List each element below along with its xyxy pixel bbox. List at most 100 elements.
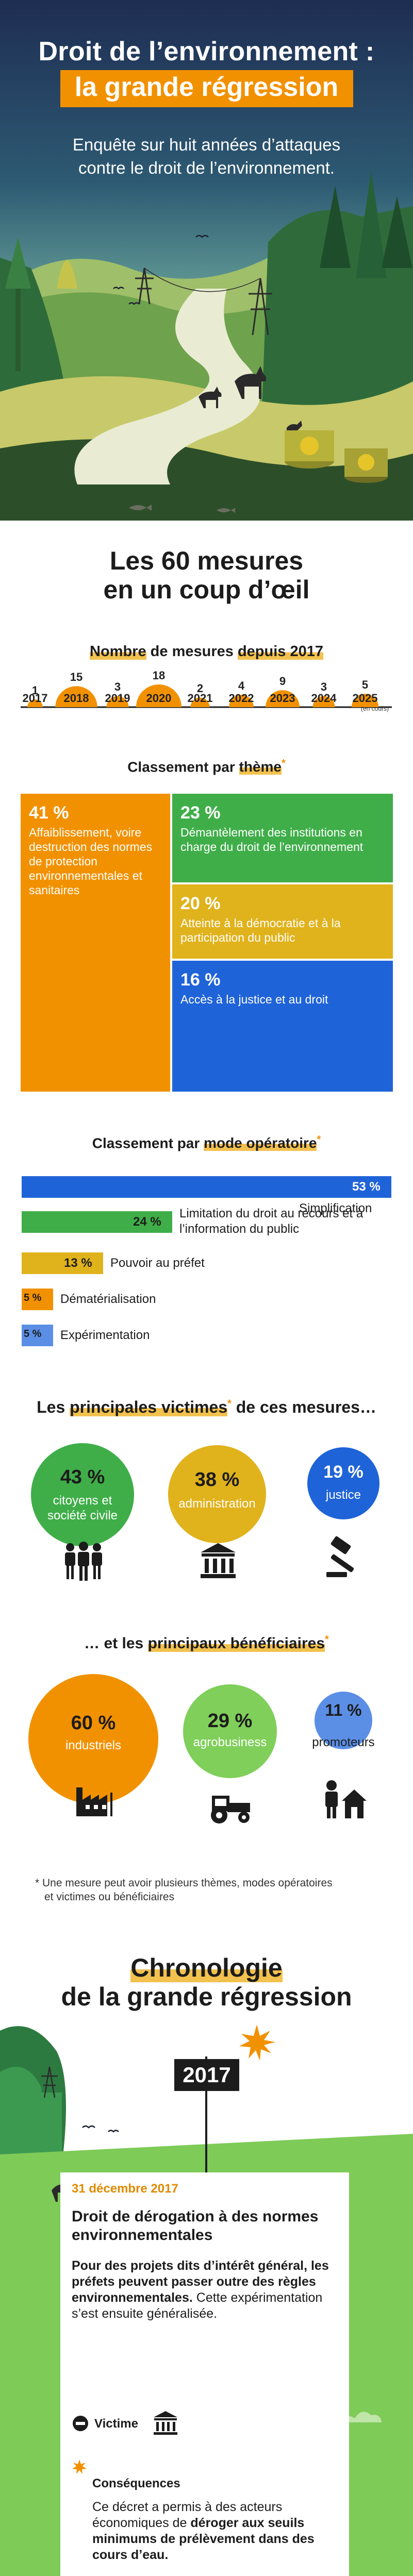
theme-cell-democracy: 20 % Atteinte à la démocratie et à la pa… — [172, 884, 393, 959]
victims-title-highlight: principales victimes — [70, 1398, 228, 1416]
mode-pct: 5 % — [24, 1328, 42, 1340]
mode-bar — [22, 1325, 53, 1346]
victims-title-post: de ces mesures… — [231, 1398, 376, 1416]
victim-pct: 38 % — [194, 1469, 240, 1491]
house-builder-icon — [325, 1780, 367, 1818]
victim-circle-citizens — [31, 1443, 134, 1546]
beneficiary-pct: 11 % — [325, 1701, 362, 1719]
hero-title: Droit de l’environnement : — [38, 37, 375, 66]
chronology-title-line2: de la grande régression — [61, 1982, 352, 2011]
mode-title-star: * — [317, 1134, 321, 1145]
victim-label: justice — [325, 1488, 361, 1502]
mode-label: Limitation du droit au recours et à l’in… — [179, 1207, 364, 1236]
theme-label: Accès à la justice et au droit — [180, 993, 328, 1006]
mode-pct: 13 % — [64, 1256, 92, 1270]
victim-label: citoyens et société civile — [31, 1493, 134, 1523]
chronology-title: Chronologie de la grande régression — [0, 1953, 413, 2011]
victim-pct: 43 % — [60, 1466, 105, 1488]
mode-bar — [22, 1211, 172, 1233]
institution-icon — [154, 2411, 177, 2435]
theme-cell-norms: 41 % Affaiblissement, voire destruction … — [21, 794, 170, 1092]
footnote-line2: et victimes ou bénéficiaires — [44, 1891, 175, 1903]
year-count: 1 — [31, 684, 39, 697]
hero-banner: Droit de l’environnement : la grande rég… — [0, 0, 413, 521]
year-bump — [266, 690, 300, 707]
year-badge: 2017 — [174, 2059, 239, 2091]
victim-circle-administration — [168, 1445, 266, 1543]
per-year-title-mid: de mesures — [146, 643, 238, 660]
hero-title-highlighted: la grande régression — [74, 72, 339, 102]
beneficiaries-title-star: * — [325, 1634, 329, 1645]
victim-circle-justice — [307, 1447, 379, 1519]
mode-bar — [22, 1252, 103, 1274]
entry-body-bold: Pour des projets dits d’intérêt général,… — [72, 2259, 329, 2305]
victims-title-pre: Les — [37, 1398, 70, 1416]
year-label: 2025 — [352, 692, 378, 705]
mode-label: Expérimentation — [60, 1328, 150, 1342]
mode-pct: 5 % — [24, 1292, 42, 1303]
in-progress-note: (en cours) — [360, 705, 389, 712]
year-bump — [55, 686, 97, 707]
per-year-title-highlight: depuis 2017 — [237, 643, 323, 660]
year-count: 3 — [320, 680, 327, 694]
beneficiary-pct: 60 % — [71, 1712, 116, 1734]
year-count: 3 — [114, 680, 121, 694]
beneficiary-circle-promoters — [315, 1692, 372, 1749]
sparkle-icon — [72, 2460, 87, 2474]
timeline-entry-card: 31 décembre 2017 Droit de dérogation à d… — [60, 2172, 349, 2576]
beneficiary-label: industriels — [65, 1738, 122, 1752]
year-bump — [27, 699, 43, 707]
year-bump — [312, 696, 335, 707]
minus-circle-icon — [73, 2416, 88, 2431]
consequences-body-bold: déroger aux seuils minimums de prélèveme… — [92, 2516, 315, 2562]
section-divider — [0, 521, 413, 536]
theme-title-pre: Classement par — [127, 759, 239, 775]
mode-title-highlight: mode opératoire — [204, 1135, 317, 1151]
chronology-title-highlight: Chronologie — [130, 1953, 283, 1982]
entry-date: 31 décembre 2017 — [72, 2182, 178, 2196]
theme-cell-institutions: 23 % Démantèlement des institutions en c… — [172, 794, 393, 882]
beneficiaries-title-pre: … et les — [84, 1635, 148, 1652]
year-label: 2017 — [22, 692, 48, 705]
consequences-body-regular: Ce décret a permis à des acteurs économi… — [92, 2500, 283, 2530]
year-count: 2 — [196, 682, 204, 695]
theme-pct: 16 % — [180, 970, 221, 990]
beneficiary-circle-industrials — [28, 1674, 158, 1804]
mode-title-pre: Classement par — [92, 1135, 204, 1151]
victim-label: Victime — [94, 2417, 138, 2431]
mode-bar — [22, 1176, 391, 1198]
mode-label: Pouvoir au préfet — [110, 1256, 205, 1270]
victim-label-line1: citoyens et — [53, 1494, 112, 1508]
theme-title-highlight: thème — [239, 759, 282, 775]
year-label: 2019 — [105, 692, 130, 705]
victim-label: administration — [178, 1497, 256, 1511]
beneficiaries-title: … et les principaux bénéficiaires* — [0, 1634, 413, 1652]
title-highlight — [60, 70, 353, 107]
hero-subtitle-line2: contre le droit de l’environnement. — [78, 158, 335, 177]
chronology-title-line1: Chronologie — [0, 1953, 413, 1982]
year-bump — [136, 684, 181, 707]
victim-pct: 19 % — [323, 1462, 364, 1482]
year-bump — [229, 695, 254, 707]
victim-label-line2: société civile — [47, 1509, 118, 1523]
theme-title-star: * — [282, 758, 286, 769]
mode-pct: 24 % — [133, 1215, 161, 1229]
theme-pct: 41 % — [29, 803, 69, 823]
per-year-chart — [21, 684, 392, 708]
year-label: 2023 — [270, 692, 295, 705]
gavel-icon — [326, 1536, 354, 1577]
theme-label: Atteinte à la démocratie et à la partici… — [180, 916, 341, 944]
victims-title-star: * — [227, 1398, 232, 1410]
mode-label: Dématérialisation — [60, 1292, 156, 1306]
footnote: * Une mesure peut avoir plusieurs thèmes… — [35, 1876, 396, 1904]
year-count: 15 — [70, 671, 83, 684]
tractor-icon — [211, 1796, 250, 1824]
entry-body-regular: Cette expérimentation s’est ensuite géné… — [72, 2290, 323, 2321]
consequences-body: Ce décret a permis à des acteurs économi… — [92, 2499, 335, 2563]
beneficiary-label: promoteurs — [312, 1735, 375, 1749]
overview-title-line2: en un coup d’œil — [103, 575, 310, 604]
year-count: 9 — [279, 675, 286, 688]
per-year-title: Nombre de mesures depuis 2017 — [0, 643, 413, 660]
year-count: 18 — [152, 669, 166, 682]
year-label: 2022 — [228, 692, 254, 705]
